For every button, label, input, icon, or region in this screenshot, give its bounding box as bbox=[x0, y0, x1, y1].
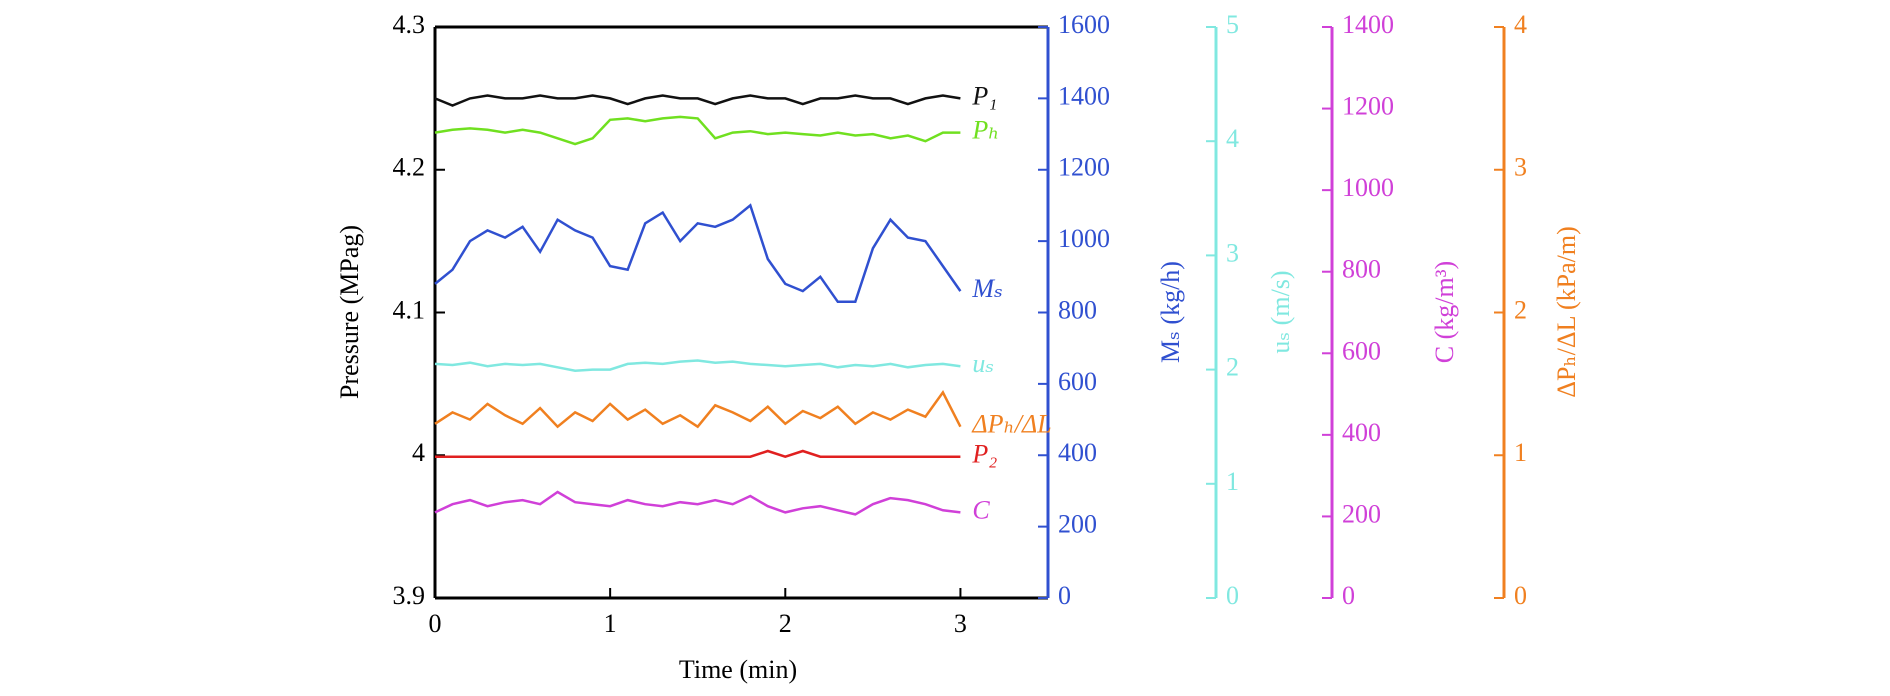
y4-tick-label: 400 bbox=[1342, 418, 1381, 447]
series-line bbox=[434, 490, 961, 516]
y4-axis-label: C (kg/m³) bbox=[1430, 261, 1459, 363]
y3-tick-label: 1 bbox=[1226, 467, 1239, 496]
series-label: Pₕ bbox=[971, 116, 999, 145]
y-tick-label: 3.9 bbox=[393, 581, 426, 610]
y4-tick-label: 600 bbox=[1342, 336, 1381, 365]
y3-axis-label: uₛ (m/s) bbox=[1266, 270, 1295, 353]
y2-tick-label: 1000 bbox=[1058, 224, 1110, 253]
series-line bbox=[434, 94, 961, 107]
y5-tick-label: 3 bbox=[1514, 153, 1527, 182]
series-line bbox=[434, 359, 961, 372]
y4-tick-label: 1200 bbox=[1342, 92, 1394, 121]
y3-tick-label: 3 bbox=[1226, 238, 1239, 267]
y-tick-label: 4.1 bbox=[393, 295, 426, 324]
series-label: Mₛ bbox=[971, 274, 1002, 303]
y2-tick-label: 600 bbox=[1058, 367, 1097, 396]
y4-tick-label: 1400 bbox=[1342, 10, 1394, 39]
y4-tick-label: 200 bbox=[1342, 499, 1381, 528]
y2-tick-label: 1600 bbox=[1058, 10, 1110, 39]
y5-axis-label: ΔPₕ/ΔL (kPa/m) bbox=[1552, 226, 1581, 398]
series-label: ΔPₕ/ΔL bbox=[971, 410, 1051, 439]
y3-tick-label: 5 bbox=[1226, 10, 1239, 39]
series-line bbox=[434, 115, 961, 146]
series-label: uₛ bbox=[972, 349, 994, 378]
y4-tick-label: 1000 bbox=[1342, 173, 1394, 202]
y5-tick-label: 1 bbox=[1514, 438, 1527, 467]
x-tick-label: 3 bbox=[954, 609, 967, 638]
x-axis-label: Time (min) bbox=[679, 655, 797, 684]
y5-tick-label: 0 bbox=[1514, 581, 1527, 610]
y2-tick-label: 1400 bbox=[1058, 81, 1110, 110]
series-label: C bbox=[972, 495, 990, 524]
y3-tick-label: 4 bbox=[1226, 124, 1239, 153]
x-tick-label: 2 bbox=[779, 609, 792, 638]
y5-tick-label: 4 bbox=[1514, 10, 1527, 39]
series-label: P₂ bbox=[971, 440, 997, 469]
y4-tick-label: 800 bbox=[1342, 255, 1381, 284]
y-tick-label: 4.2 bbox=[393, 153, 426, 182]
y2-axis-label: Mₛ (kg/h) bbox=[1156, 261, 1185, 363]
x-tick-label: 0 bbox=[429, 609, 442, 638]
y-axis-label: Pressure (MPag) bbox=[335, 225, 364, 399]
series-line bbox=[434, 390, 962, 429]
y2-tick-label: 1200 bbox=[1058, 153, 1110, 182]
y-tick-label: 4 bbox=[412, 438, 425, 467]
y3-tick-label: 0 bbox=[1226, 581, 1239, 610]
y-tick-label: 4.3 bbox=[393, 10, 426, 39]
series-label: P₁ bbox=[971, 81, 997, 110]
y3-tick-label: 2 bbox=[1226, 353, 1239, 382]
y2-tick-label: 400 bbox=[1058, 438, 1097, 467]
y2-tick-label: 800 bbox=[1058, 295, 1097, 324]
y2-tick-label: 200 bbox=[1058, 510, 1097, 539]
y5-tick-label: 2 bbox=[1514, 295, 1527, 324]
y4-tick-label: 0 bbox=[1342, 581, 1355, 610]
series-line bbox=[434, 203, 962, 304]
x-tick-label: 1 bbox=[604, 609, 617, 638]
y2-tick-label: 0 bbox=[1058, 581, 1071, 610]
series-line bbox=[435, 449, 961, 459]
